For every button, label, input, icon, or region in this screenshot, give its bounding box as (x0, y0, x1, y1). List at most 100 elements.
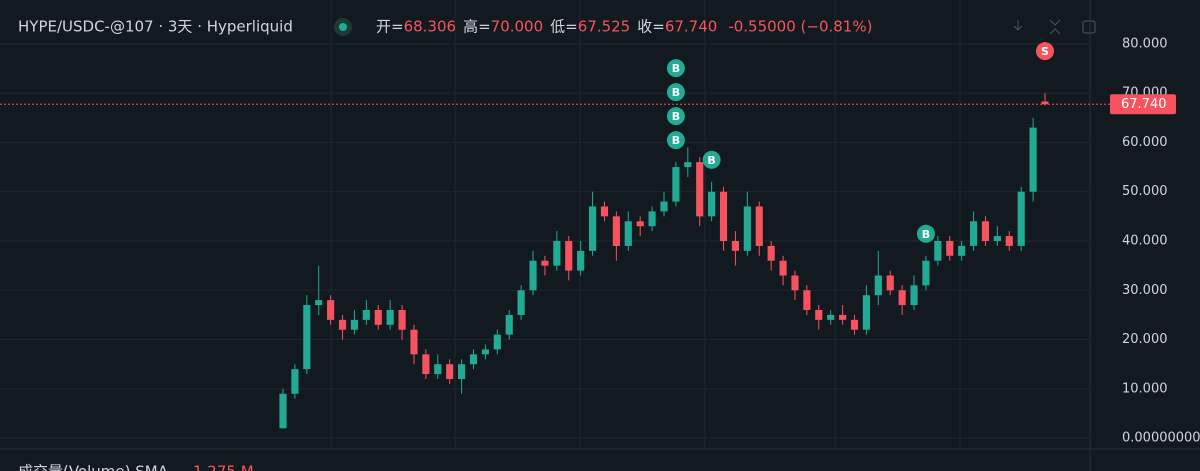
candle-body (517, 290, 525, 315)
candle-body (719, 191, 728, 241)
candle-body (755, 206, 763, 246)
candle-body (850, 319, 859, 330)
candle-body (898, 290, 906, 306)
candle-body (315, 300, 323, 306)
volume-sma: 1.275 M (193, 463, 254, 471)
trade-marker-label: B (922, 228, 930, 241)
y-tick-label: 60.000 (1122, 135, 1168, 150)
header-high: 70.000 (491, 18, 544, 36)
candle-body (958, 245, 966, 256)
trade-marker-label: S (1041, 45, 1049, 58)
candle-body (541, 260, 549, 266)
candle-body (862, 295, 870, 330)
candle-body (993, 236, 1001, 241)
last-price-label: 67.740 (1121, 97, 1167, 112)
header-low-label: 低= (550, 18, 578, 36)
y-tick-label: 10.000 (1122, 381, 1168, 396)
candle-body (803, 290, 811, 310)
y-tick-label: 50.000 (1122, 184, 1168, 199)
trade-marker (702, 150, 721, 169)
candle-body (303, 305, 311, 370)
candle-body (612, 216, 620, 246)
candle-body (684, 162, 692, 168)
candle-body (350, 319, 359, 330)
candle-body (410, 329, 418, 355)
trade-marker (1036, 42, 1054, 61)
candle-body (565, 241, 573, 271)
candle-body (696, 162, 704, 217)
candle-body (327, 300, 335, 320)
candle-body (839, 314, 847, 320)
toolbar (1013, 19, 1096, 35)
candle-body (553, 241, 561, 266)
candle-body (529, 260, 537, 291)
candle-body (827, 314, 835, 320)
trade-marker (666, 83, 685, 102)
candle-body (767, 245, 775, 261)
trade-marker-label: B (672, 86, 680, 99)
header-change: -0.55000 (−0.81%) (728, 18, 872, 36)
candle-body (362, 310, 370, 320)
candle-body (434, 364, 442, 375)
candle-body (600, 206, 609, 217)
candle-body (922, 260, 930, 286)
chart-title: HYPE/USDC-@107 · 3天 · Hyperliquid (18, 18, 293, 36)
candle-body (577, 250, 585, 271)
candle-body (291, 369, 299, 394)
candle-body (636, 221, 644, 227)
candle-body (1005, 236, 1013, 246)
trade-marker (666, 107, 685, 126)
trade-marker-label: B (672, 110, 680, 123)
candle-body (969, 221, 978, 246)
trade-marker-label: B (672, 62, 680, 75)
candle-body (779, 260, 787, 276)
candle-body (469, 354, 478, 365)
toolbar-icon[interactable] (1082, 20, 1096, 34)
volume-label: 成交量(Volume) SMA (18, 463, 169, 471)
toolbar-icon[interactable] (1013, 20, 1023, 31)
candle-body (422, 354, 430, 375)
candle-body (279, 393, 287, 429)
header-high-label: 高= (463, 18, 491, 36)
candle-body (660, 201, 668, 212)
candle-body (398, 310, 406, 330)
toolbar-icon[interactable] (1049, 19, 1061, 35)
vertical-grid (330, 0, 961, 449)
trade-marker (666, 131, 685, 150)
candle-body (338, 319, 347, 330)
header-open: 68.306 (404, 18, 457, 36)
candle-body (648, 211, 656, 227)
candle-body (981, 221, 990, 241)
candle-body (791, 275, 799, 291)
candle-body (458, 364, 466, 379)
status-dot (339, 23, 347, 31)
header-close: 67.740 (665, 18, 718, 36)
candle-body (934, 241, 942, 261)
candle-body (815, 310, 823, 320)
candle-body (1017, 191, 1025, 246)
trade-marker-label: B (672, 134, 680, 147)
y-tick-label: 40.000 (1122, 234, 1168, 249)
header-low: 67.525 (578, 18, 631, 36)
last-price-box (1110, 94, 1176, 115)
candle-body (743, 206, 751, 251)
candle-body (481, 349, 489, 355)
trade-marker (916, 224, 935, 243)
candle-body (505, 314, 513, 335)
y-tick-label: 80.000 (1122, 36, 1168, 51)
candle-body (446, 364, 454, 379)
candle-body (946, 241, 954, 256)
candle-body (493, 334, 501, 350)
candle-body (731, 241, 740, 251)
y-tick-label: 0.00000000 (1122, 431, 1200, 446)
y-tick-label: 20.000 (1122, 332, 1168, 347)
header-close-label: 收= (637, 18, 665, 36)
candle-body (386, 310, 394, 325)
candle-body (874, 275, 882, 296)
ohlc-header: 开= 68.306 高= 70.000 低= 67.525 收= 67.740 -0.55000… (376, 18, 872, 36)
candle-body (672, 167, 680, 202)
candle-body (624, 221, 632, 246)
y-tick-label: 30.000 (1122, 283, 1168, 298)
